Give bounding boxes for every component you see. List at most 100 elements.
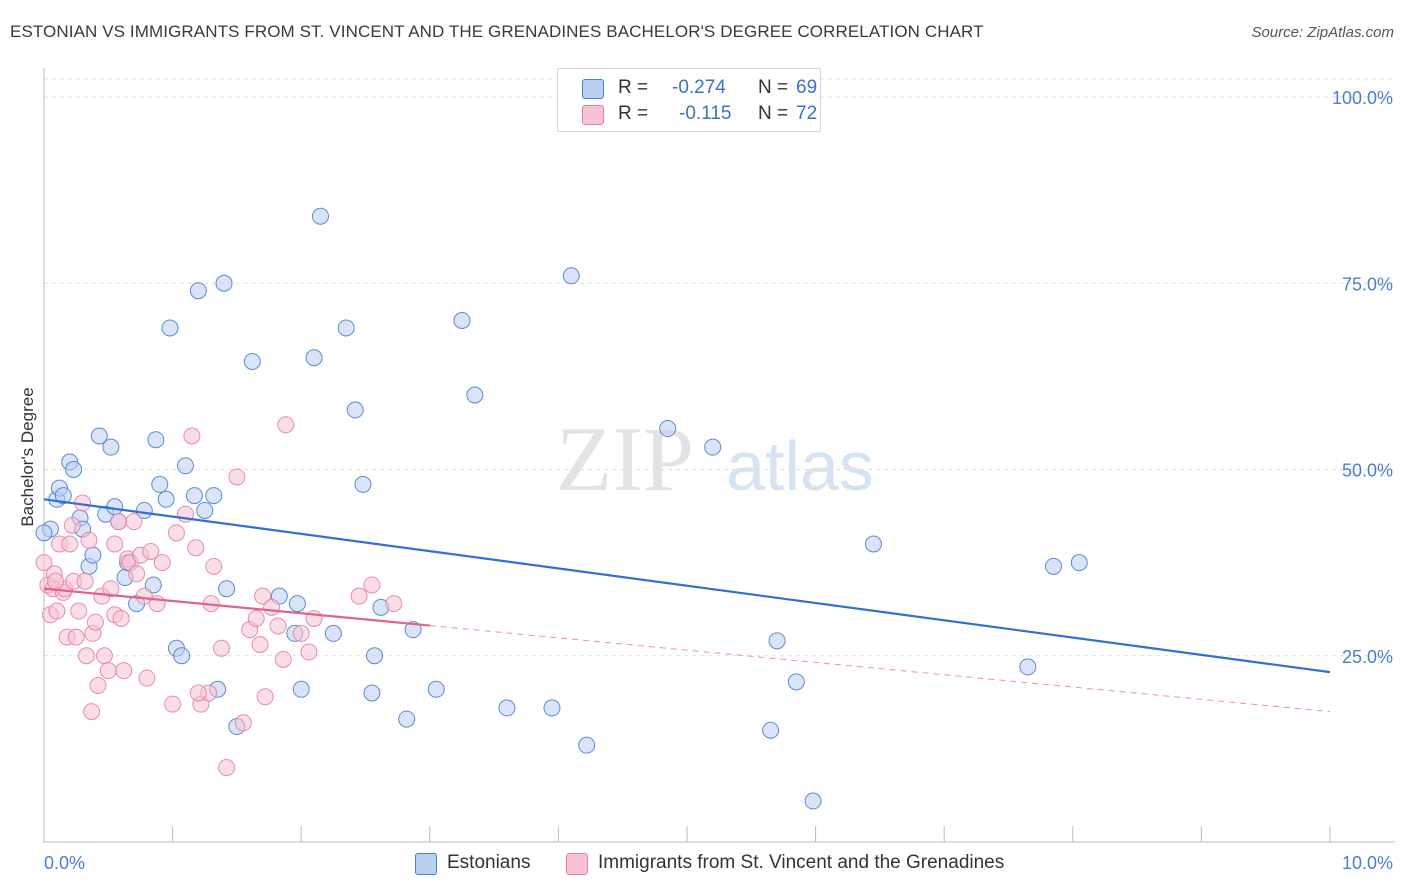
immigrants-point: [164, 695, 182, 713]
estonians-point: [243, 352, 261, 370]
legend-swatch-immigrants: [582, 105, 604, 125]
immigrants-point: [47, 572, 65, 590]
immigrants-point: [350, 587, 368, 605]
immigrants-point: [292, 624, 310, 642]
estonians-point: [65, 461, 83, 478]
estonians-point: [324, 624, 342, 642]
estonians-point: [305, 349, 323, 367]
estonians-point: [427, 680, 445, 698]
estonians-point: [135, 501, 153, 519]
estonians-point: [144, 576, 162, 594]
immigrants-point: [212, 639, 230, 657]
immigrants-point: [110, 513, 128, 531]
immigrants-point: [189, 684, 207, 702]
estonians-point: [147, 431, 165, 449]
axes: [43, 68, 1395, 843]
immigrants-point: [153, 554, 171, 572]
estonians-point: [102, 438, 120, 456]
estonians-point: [288, 595, 306, 613]
estonians-point: [173, 647, 191, 665]
estonians-point: [311, 207, 329, 225]
r-label: R =: [618, 103, 649, 124]
immigrants-point: [48, 602, 66, 620]
immigrants-point: [76, 572, 94, 590]
immigrants-point: [89, 677, 107, 695]
estonians-point: [354, 475, 372, 493]
immigrants-trend-line: [43, 587, 430, 627]
estonians-point: [54, 487, 72, 505]
immigrants-point: [385, 595, 403, 613]
series-legend: Estonians Immigrants from St. Vincent an…: [0, 852, 1406, 878]
immigrants-point: [277, 416, 295, 434]
estonians-point: [543, 699, 561, 717]
source-credit: Source: ZipAtlas.com: [1251, 24, 1394, 41]
watermark: ZIP atlas: [556, 408, 874, 510]
estonians-point: [189, 282, 207, 300]
immigrants-point: [228, 468, 246, 486]
immigrants-point: [205, 557, 223, 575]
estonians-point: [185, 487, 203, 505]
estonians-point: [84, 546, 102, 564]
legend-label: Estonians: [447, 852, 531, 873]
x-tick-label: 0.0%: [44, 853, 85, 873]
immigrants-point: [112, 610, 130, 627]
n-value: 69: [796, 77, 818, 98]
immigrants-point: [125, 513, 143, 531]
immigrants-point: [106, 535, 124, 553]
immigrants-point: [183, 427, 201, 445]
estonians-point: [704, 438, 722, 456]
r-value: -0.274: [672, 77, 726, 98]
immigrants-point: [35, 554, 53, 572]
legend-swatch-estonians: [415, 853, 437, 875]
estonians-point: [498, 699, 516, 717]
immigrants-point: [128, 565, 146, 583]
immigrants-point: [135, 587, 153, 605]
immigrants-point: [77, 647, 95, 665]
estonians-point: [292, 680, 310, 698]
estonians-point: [762, 721, 780, 739]
legend-label: Immigrants from St. Vincent and the Gren…: [598, 852, 1005, 873]
immigrants-point: [247, 610, 265, 627]
y-tick-label: 50.0%: [1342, 461, 1393, 481]
immigrants-point: [102, 580, 120, 598]
y-tick-label: 75.0%: [1342, 274, 1393, 294]
r-value: -0.115: [679, 103, 732, 124]
immigrants-point: [115, 662, 133, 680]
immigrants-point: [95, 647, 113, 665]
immigrants-point: [67, 628, 85, 646]
estonians-point: [578, 736, 596, 754]
estonians-point: [337, 319, 355, 337]
estonians-point: [1070, 554, 1088, 572]
estonians-point: [346, 401, 364, 419]
estonians-point: [161, 319, 179, 337]
watermark-atlas: atlas: [726, 427, 874, 505]
data-points: [35, 207, 1088, 810]
immigrants-point: [263, 598, 281, 616]
estonians-point: [1045, 557, 1063, 575]
immigrants-point: [61, 535, 79, 553]
chart-title: ESTONIAN VS IMMIGRANTS FROM ST. VINCENT …: [10, 22, 984, 41]
legend-swatch-estonians: [582, 79, 604, 99]
y-tick-label: 100.0%: [1332, 88, 1393, 108]
immigrants-point: [187, 539, 205, 557]
stats-legend: R = -0.274 N = 69 R = -0.115 N = 72: [557, 68, 821, 132]
immigrants-point: [274, 650, 292, 668]
immigrants-point: [142, 542, 160, 560]
estonians-point: [1019, 658, 1037, 676]
immigrants-trend-extension: [429, 625, 1331, 713]
estonians-point: [35, 524, 53, 542]
estonians-point: [151, 475, 169, 493]
immigrants-point: [86, 613, 104, 631]
estonians-point: [205, 487, 223, 505]
immigrants-point: [256, 688, 274, 706]
y-tick-label: 25.0%: [1342, 647, 1393, 667]
immigrants-point: [363, 576, 381, 594]
y-axis-label: Bachelor's Degree: [18, 387, 37, 526]
estonians-point: [562, 267, 580, 285]
immigrants-point: [80, 531, 98, 549]
immigrants-point: [63, 516, 81, 534]
immigrants-point: [138, 669, 156, 687]
immigrants-point: [254, 587, 272, 605]
estonians-trend-line: [43, 498, 1331, 674]
immigrants-point: [167, 524, 185, 542]
